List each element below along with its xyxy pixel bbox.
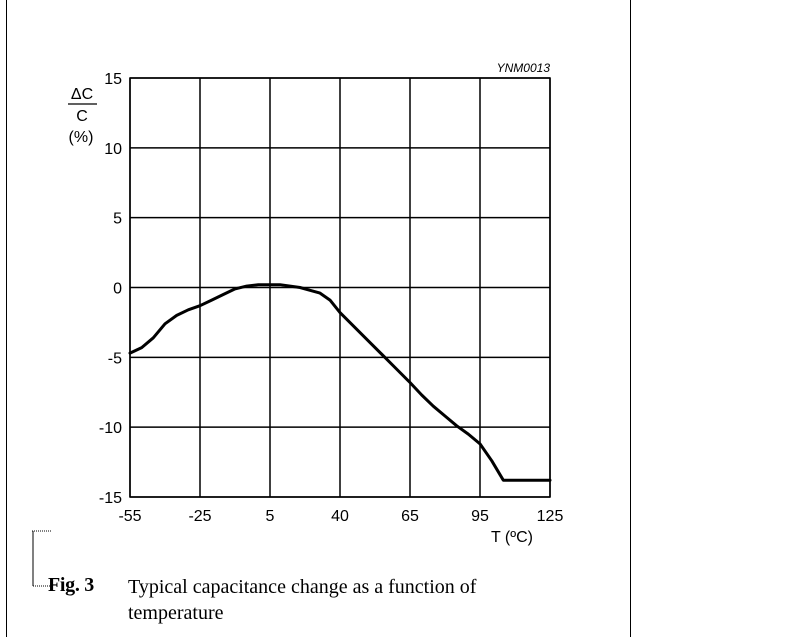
y-tick-label: -5 — [108, 350, 122, 367]
x-tick-label: -55 — [118, 508, 141, 525]
grid — [129, 77, 551, 498]
plot-border — [129, 77, 551, 498]
page-frame-right — [630, 0, 631, 637]
y-tick-labels: 15 10 5 0 -5 -10 -15 — [99, 71, 122, 507]
page-frame-left — [6, 0, 7, 637]
x-axis-label: T (ºC) — [491, 529, 533, 546]
x-tick-labels: -55 -25 5 40 65 95 125 — [118, 508, 563, 525]
x-tick-label: -25 — [188, 508, 211, 525]
y-label-denominator: C — [76, 108, 88, 125]
figure-code: YNM0013 — [497, 61, 551, 75]
y-tick-label: 15 — [104, 71, 122, 88]
caption-bracket — [32, 530, 52, 587]
y-label-numerator: ΔC — [71, 86, 93, 103]
figure-number: Fig. 3 — [48, 574, 94, 596]
x-tick-label: 5 — [266, 508, 275, 525]
x-tick-label: 40 — [331, 508, 349, 525]
y-tick-label: -10 — [99, 420, 122, 437]
y-label-unit: (%) — [69, 129, 94, 146]
x-tick-label: 95 — [471, 508, 489, 525]
y-tick-label: 0 — [113, 281, 122, 298]
x-tick-label: 125 — [537, 508, 564, 525]
series-line — [128, 283, 552, 482]
y-tick-label: -15 — [99, 490, 122, 507]
y-tick-label: 10 — [104, 141, 122, 158]
x-tick-label: 65 — [401, 508, 419, 525]
figure-caption: Typical capacitance change as a function… — [128, 576, 477, 624]
y-tick-label: 5 — [113, 211, 122, 228]
